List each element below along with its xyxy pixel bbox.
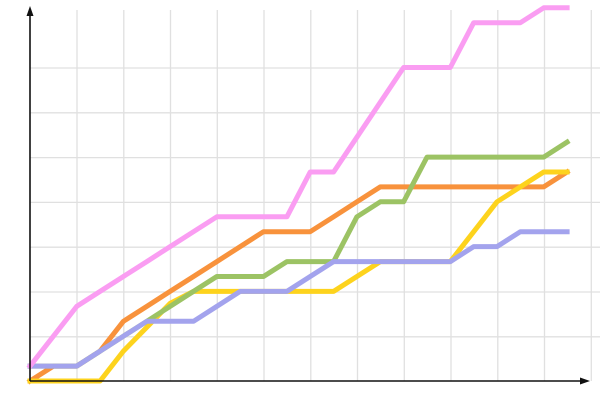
series-yellow-line <box>27 169 570 384</box>
y-axis-arrow-icon <box>26 6 34 16</box>
series-blue-line <box>27 229 570 369</box>
series-orange-line <box>26 168 571 385</box>
series-green-line <box>27 138 571 369</box>
series-pink-line <box>26 5 570 370</box>
x-axis-arrow-icon <box>580 377 590 385</box>
